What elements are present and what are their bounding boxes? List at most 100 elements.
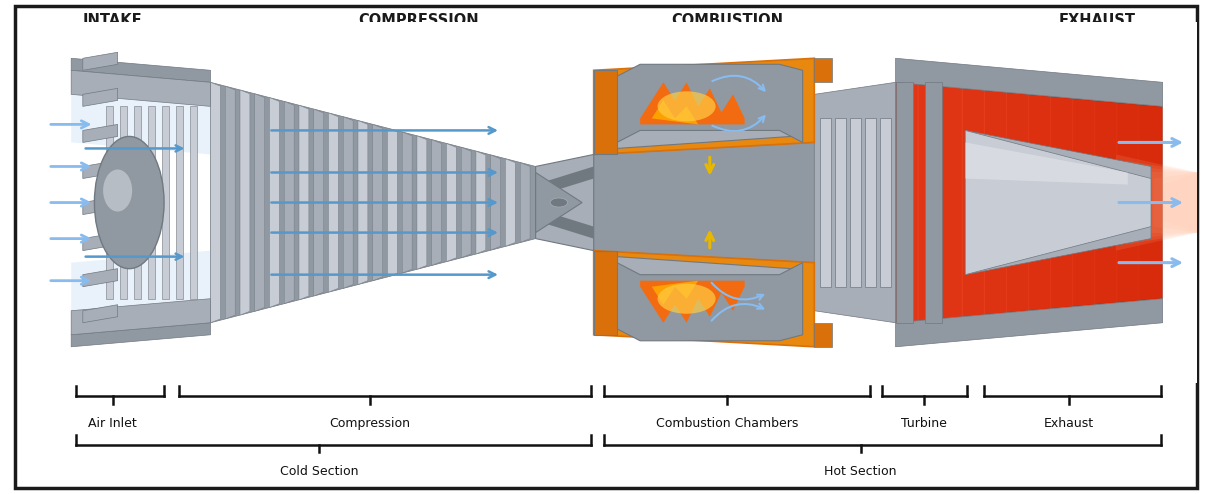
- Polygon shape: [72, 94, 211, 155]
- Polygon shape: [373, 124, 383, 281]
- Polygon shape: [962, 88, 985, 317]
- Polygon shape: [880, 119, 891, 287]
- Polygon shape: [269, 98, 280, 307]
- Polygon shape: [1116, 103, 1139, 302]
- Polygon shape: [1028, 95, 1051, 310]
- Polygon shape: [211, 82, 221, 323]
- Polygon shape: [965, 130, 1151, 275]
- Text: EXHAUST: EXHAUST: [1058, 13, 1136, 28]
- Polygon shape: [965, 142, 1128, 185]
- Text: COMPRESSION: COMPRESSION: [358, 13, 479, 28]
- Polygon shape: [851, 119, 861, 287]
- Text: Air Inlet: Air Inlet: [88, 417, 137, 430]
- Polygon shape: [594, 250, 814, 347]
- Ellipse shape: [658, 91, 715, 122]
- Polygon shape: [82, 197, 118, 214]
- Ellipse shape: [550, 198, 567, 207]
- Polygon shape: [536, 208, 594, 239]
- Polygon shape: [446, 144, 457, 261]
- Polygon shape: [343, 117, 353, 288]
- Polygon shape: [965, 130, 1151, 275]
- Polygon shape: [1050, 97, 1073, 308]
- Text: Turbine: Turbine: [901, 417, 947, 430]
- Polygon shape: [1138, 106, 1161, 299]
- Ellipse shape: [103, 169, 132, 211]
- Polygon shape: [476, 151, 486, 254]
- Polygon shape: [536, 172, 582, 233]
- Polygon shape: [896, 82, 913, 323]
- Polygon shape: [594, 70, 617, 155]
- Polygon shape: [896, 82, 919, 323]
- Ellipse shape: [658, 284, 715, 314]
- Polygon shape: [82, 161, 118, 178]
- Text: Hot Section: Hot Section: [824, 465, 897, 478]
- Polygon shape: [939, 86, 962, 319]
- Text: Cold Section: Cold Section: [280, 465, 358, 478]
- Polygon shape: [240, 90, 250, 315]
- Polygon shape: [1006, 93, 1029, 312]
- Polygon shape: [255, 94, 264, 311]
- Polygon shape: [536, 166, 594, 197]
- Polygon shape: [462, 147, 471, 258]
- Polygon shape: [1134, 166, 1197, 239]
- Polygon shape: [1126, 161, 1197, 245]
- Polygon shape: [865, 119, 876, 287]
- Polygon shape: [72, 250, 211, 311]
- Polygon shape: [176, 106, 183, 299]
- Polygon shape: [72, 70, 211, 106]
- Text: INTAKE: INTAKE: [82, 13, 143, 28]
- Polygon shape: [105, 106, 113, 299]
- Polygon shape: [491, 155, 501, 250]
- Polygon shape: [835, 119, 846, 287]
- Polygon shape: [821, 119, 830, 287]
- Polygon shape: [314, 109, 324, 296]
- Polygon shape: [82, 52, 118, 70]
- Polygon shape: [1116, 155, 1197, 250]
- Polygon shape: [211, 82, 536, 323]
- Polygon shape: [358, 121, 368, 285]
- Polygon shape: [82, 233, 118, 250]
- Polygon shape: [814, 58, 831, 82]
- Polygon shape: [594, 250, 617, 335]
- Polygon shape: [594, 58, 814, 155]
- Polygon shape: [161, 106, 168, 299]
- Polygon shape: [36, 22, 1197, 383]
- Text: COMBUSTION: COMBUSTION: [671, 13, 783, 28]
- Polygon shape: [896, 299, 1162, 347]
- Polygon shape: [1144, 172, 1197, 233]
- Polygon shape: [417, 136, 427, 269]
- Ellipse shape: [95, 136, 164, 269]
- Polygon shape: [1094, 101, 1117, 304]
- Text: Combustion Chambers: Combustion Chambers: [656, 417, 799, 430]
- Polygon shape: [652, 100, 698, 124]
- Polygon shape: [925, 82, 942, 323]
- Polygon shape: [148, 106, 155, 299]
- Polygon shape: [896, 82, 1162, 323]
- Polygon shape: [82, 305, 118, 323]
- Polygon shape: [1154, 172, 1197, 233]
- Polygon shape: [82, 269, 118, 287]
- Polygon shape: [594, 142, 814, 263]
- Polygon shape: [1073, 99, 1096, 306]
- Polygon shape: [388, 128, 398, 277]
- Polygon shape: [505, 159, 515, 246]
- Polygon shape: [617, 263, 802, 341]
- Polygon shape: [328, 113, 338, 292]
- Polygon shape: [299, 105, 309, 300]
- Text: Compression: Compression: [330, 417, 410, 430]
- Polygon shape: [82, 124, 118, 142]
- Polygon shape: [984, 91, 1007, 314]
- Polygon shape: [431, 140, 441, 265]
- Polygon shape: [536, 155, 594, 250]
- Polygon shape: [640, 82, 744, 124]
- Polygon shape: [617, 64, 802, 142]
- Polygon shape: [640, 281, 744, 323]
- Polygon shape: [617, 257, 791, 335]
- Polygon shape: [225, 86, 235, 319]
- Polygon shape: [133, 106, 141, 299]
- Polygon shape: [72, 299, 211, 335]
- Polygon shape: [917, 84, 941, 321]
- Polygon shape: [896, 82, 1162, 323]
- Polygon shape: [617, 70, 791, 148]
- Polygon shape: [896, 58, 1162, 106]
